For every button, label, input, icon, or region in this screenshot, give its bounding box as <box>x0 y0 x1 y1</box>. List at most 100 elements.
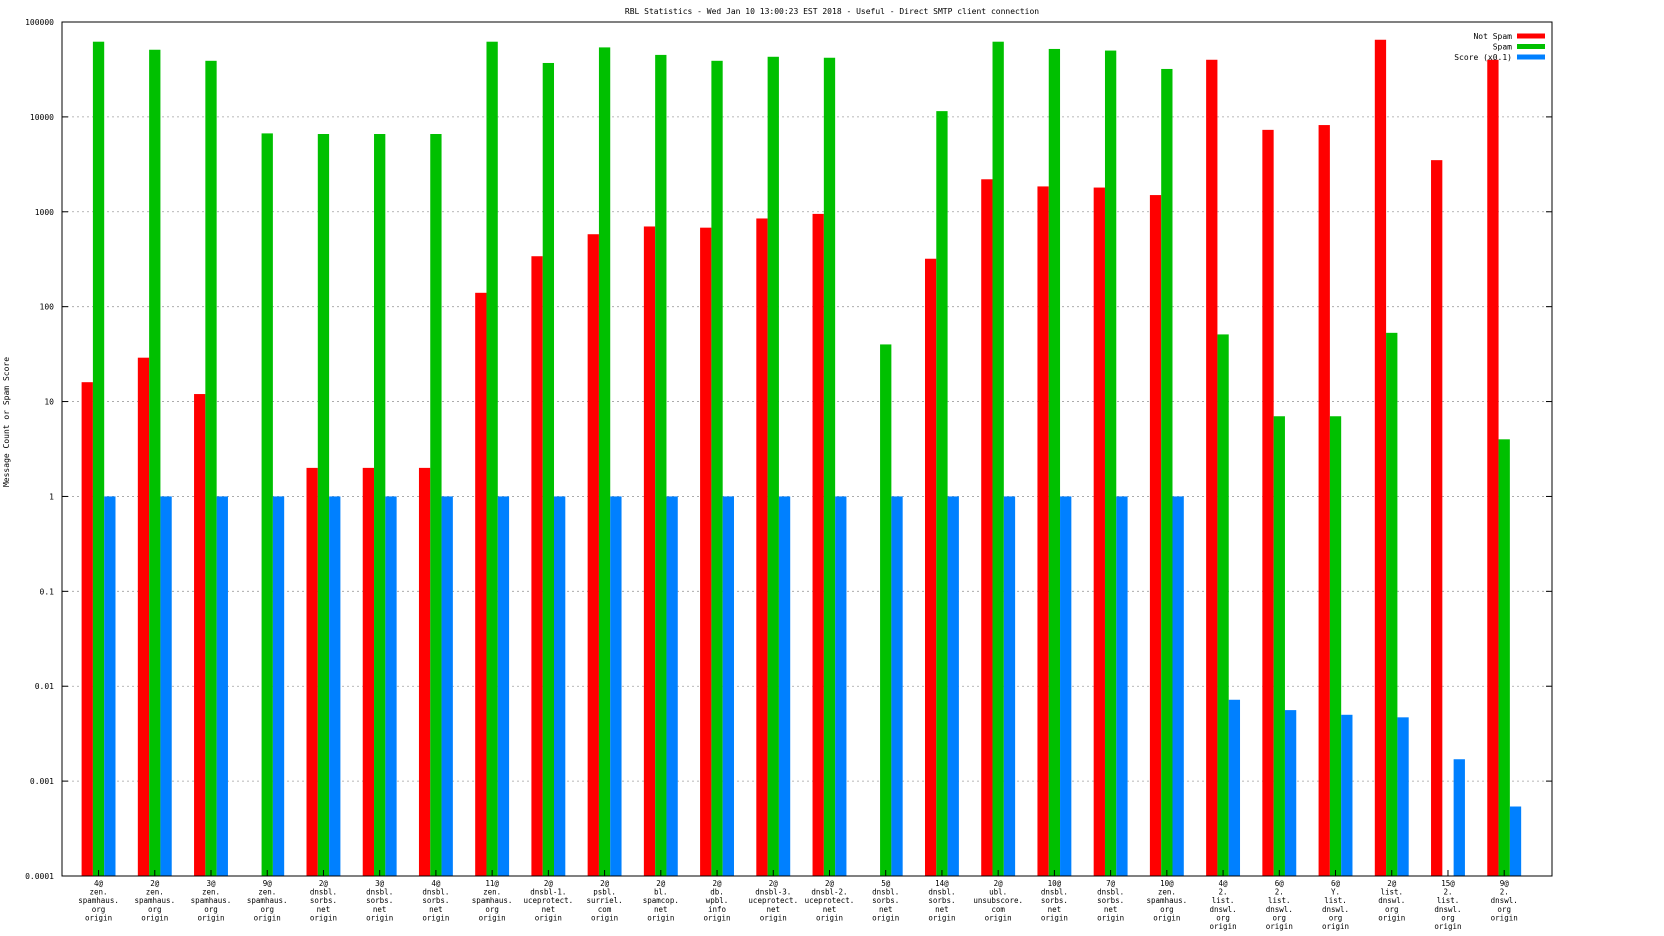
bar-spam <box>1104 50 1117 877</box>
y-tick-label: 1 <box>49 492 54 501</box>
x-tick-label: 9@ 2. dnswl. org origin <box>1491 879 1518 922</box>
bar-spam <box>261 133 273 876</box>
legend-label: Not Spam <box>1473 32 1512 41</box>
bar-spam <box>430 134 442 877</box>
x-tick-label: 2@ dnsbl-2. uceprotect. net origin <box>805 879 855 922</box>
x-tick-label: 14@ dnsbl. sorbs. net origin <box>928 879 955 922</box>
y-tick-label: 0.01 <box>35 682 54 691</box>
axes: 0.0001 0.001 0.01 0.1 1 10 100 1000 10000 100000 <box>25 18 1553 881</box>
bar-score-x0-1- <box>947 496 959 876</box>
bar-not-spam <box>475 292 487 876</box>
legend-swatch <box>1517 44 1545 49</box>
y-tick-label: 1000 <box>35 208 54 217</box>
x-tick-label: 2@ ubl. unsubscore. com origin <box>973 879 1023 922</box>
bar-not-spam <box>643 226 656 876</box>
x-tick-label: 7@ dnsbl. sorbs. net origin <box>1097 879 1124 922</box>
bar-spam <box>1498 439 1510 876</box>
bar-score-x0-1- <box>104 496 116 876</box>
bar-score-x0-1- <box>1284 710 1297 876</box>
plot-border <box>61 21 1553 877</box>
bar-spam <box>598 47 611 876</box>
x-tick-label: 4@ dnsbl. sorbs. net origin <box>422 879 449 922</box>
bar-spam <box>149 49 161 876</box>
bar-score-x0-1- <box>1172 496 1184 876</box>
legend-label: Score (x0.1) <box>1454 53 1512 62</box>
bar-not-spam <box>812 213 824 877</box>
bar-not-spam <box>981 179 993 877</box>
bar-not-spam <box>531 256 543 876</box>
bar-not-spam <box>1318 125 1330 876</box>
x-tick-label: 3@ zen. spamhaus. org origin <box>191 879 232 922</box>
bar-spam <box>936 111 948 877</box>
y-tick-label: 10000 <box>30 113 54 122</box>
x-tick-label: 10@ zen. spamhaus. org origin <box>1147 879 1188 922</box>
bar-score-x0-1- <box>1116 496 1128 876</box>
bar-spam <box>1273 416 1285 876</box>
y-axis-label: Message Count or Spam Score <box>2 357 11 487</box>
bar-not-spam <box>1206 59 1218 877</box>
legend-label: Spam <box>1493 43 1512 52</box>
bar-score-x0-1- <box>385 496 397 876</box>
bar-score-x0-1- <box>554 496 566 876</box>
bar-score-x0-1- <box>1228 699 1241 876</box>
x-tick-label: 2@ dnsbl-1. uceprotect. net origin <box>524 879 574 922</box>
y-tick-label: 100 <box>40 303 55 312</box>
bar-score-x0-1- <box>1397 717 1409 876</box>
bar-score-x0-1- <box>216 496 228 876</box>
x-tick-label: 5@ dnsbl. sorbs. net origin <box>872 879 899 922</box>
bar-not-spam <box>418 467 431 876</box>
y-tick-label: 0.1 <box>40 587 55 596</box>
bar-spam <box>486 41 498 877</box>
bar-spam <box>542 62 555 877</box>
y-tick-label: 100000 <box>25 18 54 27</box>
bar-spam <box>992 41 1004 877</box>
bar-score-x0-1- <box>722 496 734 876</box>
legend-swatch <box>1517 54 1545 60</box>
chart-title: RBL Statistics - Wed Jan 10 13:00:23 EST… <box>625 7 1039 16</box>
bar-not-spam <box>1093 187 1105 877</box>
x-tick-label: 2@ list. dnswl. org origin <box>1378 879 1405 922</box>
x-tick-label: 11@ zen. spamhaus. org origin <box>472 879 513 922</box>
bar-spam <box>1386 332 1398 876</box>
x-tick-label: 3@ dnsbl. sorbs. net origin <box>366 879 393 922</box>
x-tick-label: 4@ zen. spamhaus. org origin <box>78 879 119 922</box>
x-tick-label: 10@ dnsbl. sorbs. net origin <box>1041 879 1068 922</box>
bar-score-x0-1- <box>666 496 678 876</box>
bar-score-x0-1- <box>1060 496 1072 876</box>
bar-not-spam <box>1037 186 1049 876</box>
bar-not-spam <box>1431 160 1443 877</box>
x-tick-label: 4@ 2. list. dnswl. org origin <box>1210 879 1237 931</box>
x-tick-label: 6@ Y. list. dnswl. org origin <box>1322 879 1349 931</box>
bar-score-x0-1- <box>1003 496 1016 876</box>
bar-score-x0-1- <box>497 496 510 876</box>
grid-lines <box>62 116 1552 782</box>
x-tick-label: 2@ bl. spamcop. net origin <box>643 879 679 922</box>
bar-score-x0-1- <box>1509 806 1522 876</box>
x-tick-label: 2@ db. wpbl. info origin <box>703 879 730 922</box>
bar-score-x0-1- <box>891 496 903 876</box>
x-tick-label: 2@ dnsbl. sorbs. net origin <box>310 879 337 922</box>
bar-not-spam <box>700 227 712 876</box>
bar-not-spam <box>924 258 937 877</box>
bar-score-x0-1- <box>835 496 847 876</box>
x-tick-label: 2@ psbl. surriel. com origin <box>587 879 623 922</box>
bar-spam <box>1217 334 1229 876</box>
y-tick-label: 0.0001 <box>25 872 54 881</box>
bar-not-spam <box>81 382 93 876</box>
bar-spam <box>823 57 836 877</box>
bar-not-spam <box>756 218 768 876</box>
bar-not-spam <box>137 357 150 876</box>
bar-spam <box>880 344 892 876</box>
bars <box>81 39 1522 877</box>
bar-spam <box>317 134 330 877</box>
bar-spam <box>655 54 667 877</box>
bar-spam <box>711 60 723 877</box>
bar-score-x0-1- <box>441 496 453 876</box>
x-tick-label: 15@ 2. list. dnswl. org origin <box>1434 879 1461 931</box>
bar-spam <box>1161 68 1173 877</box>
legend-swatch <box>1517 33 1545 39</box>
x-tick-label: 2@ dnsbl-3. uceprotect. net origin <box>748 879 798 922</box>
bar-not-spam <box>587 234 599 876</box>
